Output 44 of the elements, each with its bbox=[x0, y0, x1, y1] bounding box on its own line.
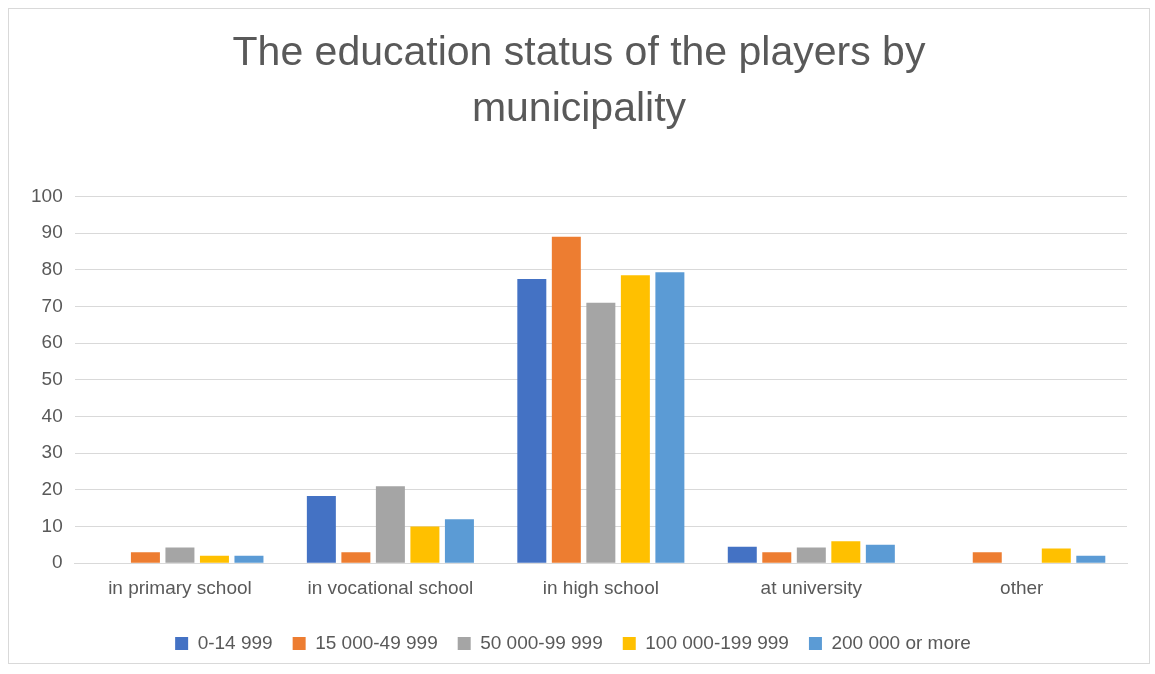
x-tick-label: in vocational school bbox=[307, 576, 474, 598]
y-tick-label: 70 bbox=[41, 294, 63, 316]
legend-label: 15 000-49 999 bbox=[315, 631, 438, 653]
x-tick-label: in primary school bbox=[108, 576, 252, 598]
bar bbox=[586, 302, 616, 563]
bar bbox=[831, 541, 861, 563]
y-tick-label: 100 bbox=[31, 184, 63, 206]
y-tick-label: 50 bbox=[41, 368, 63, 390]
y-tick-label: 10 bbox=[41, 514, 63, 536]
y-tick-label: 60 bbox=[41, 331, 63, 353]
y-tick-label: 90 bbox=[41, 221, 63, 243]
x-tick-label: in high school bbox=[542, 576, 659, 598]
bar bbox=[375, 486, 405, 563]
bar bbox=[1076, 555, 1106, 563]
bar bbox=[517, 278, 547, 563]
y-tick-label: 20 bbox=[41, 478, 63, 500]
bar bbox=[972, 552, 1002, 563]
x-tick-label: other bbox=[1000, 576, 1045, 598]
bar bbox=[341, 552, 371, 563]
bar bbox=[234, 555, 264, 563]
legend-label: 50 000-99 999 bbox=[480, 631, 603, 653]
chart-title: The education status of the players by municipality bbox=[231, 27, 927, 132]
legend-label: 0-14 999 bbox=[197, 631, 273, 653]
legend-label: 200 000 or more bbox=[831, 631, 971, 653]
y-tick-label: 30 bbox=[41, 441, 63, 463]
bar bbox=[865, 544, 895, 563]
x-tick-label: at university bbox=[760, 576, 863, 598]
y-tick-label: 80 bbox=[41, 257, 63, 279]
bar bbox=[655, 272, 685, 563]
bar bbox=[1041, 548, 1071, 563]
bar bbox=[727, 546, 757, 563]
bar bbox=[130, 552, 160, 563]
y-tick-label: 40 bbox=[41, 404, 63, 426]
legend-label: 100 000-199 999 bbox=[645, 631, 789, 653]
bar bbox=[762, 552, 792, 563]
bar bbox=[444, 519, 474, 563]
bar bbox=[551, 236, 581, 563]
bar bbox=[410, 526, 440, 563]
bar bbox=[199, 555, 229, 563]
bar bbox=[165, 547, 195, 563]
y-tick-label: 0 bbox=[52, 551, 63, 573]
bar bbox=[796, 547, 826, 563]
bar bbox=[620, 275, 650, 563]
bar bbox=[306, 496, 336, 563]
